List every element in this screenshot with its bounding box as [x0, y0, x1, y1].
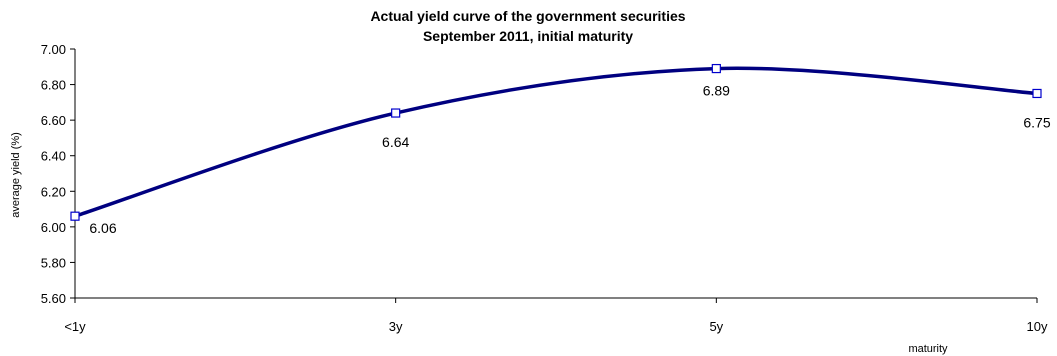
x-tick-label: <1y	[64, 319, 86, 334]
data-point-marker	[391, 108, 401, 118]
data-point-marker	[1032, 88, 1042, 99]
chart-subtitle: September 2011, initial maturity	[423, 28, 633, 44]
y-axis-title: average yield (%)	[10, 132, 22, 218]
x-tick-label: 10y	[1027, 319, 1048, 334]
x-axis-title: maturity	[908, 343, 948, 355]
y-tick-label: 6.60	[41, 113, 66, 128]
chart-title: Actual yield curve of the government sec…	[370, 8, 685, 24]
y-tick-label: 7.00	[41, 42, 66, 57]
series-line-group: 6.06 6.64 6.89 6.75	[70, 63, 1051, 236]
series-line	[74, 66, 1038, 218]
y-tick-label: 6.40	[41, 149, 66, 164]
y-tick-label: 6.00	[41, 220, 66, 235]
data-label: 6.89	[703, 83, 730, 99]
x-tick-label: 5y	[709, 319, 723, 334]
y-tick-label: 5.80	[41, 255, 66, 270]
axes: 7.00 6.80 6.60 6.40 6.20 6.00 5.80 5.60 <1y 3y 5y 1…	[41, 42, 1048, 334]
y-tick-label: 6.80	[41, 78, 66, 93]
data-point-marker	[70, 211, 80, 221]
y-tick-label: 6.20	[41, 184, 66, 199]
data-label: 6.64	[382, 134, 409, 150]
x-tick-label: 3y	[389, 319, 403, 334]
y-tick-label: 5.60	[41, 291, 66, 306]
data-label: 6.75	[1023, 114, 1050, 130]
data-label: 6.06	[89, 220, 116, 236]
data-point-marker	[711, 63, 721, 74]
